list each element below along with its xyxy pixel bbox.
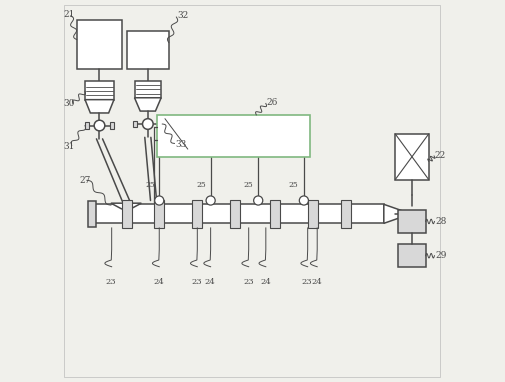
Bar [398, 210, 426, 233]
Text: 29: 29 [435, 251, 446, 260]
Text: 23: 23 [106, 278, 117, 286]
Polygon shape [134, 98, 161, 111]
Bar [133, 121, 137, 127]
Bar [159, 121, 162, 127]
Text: 28: 28 [435, 217, 446, 226]
Polygon shape [85, 100, 114, 113]
Bar [122, 200, 132, 228]
Bar [77, 20, 122, 69]
Circle shape [94, 120, 105, 131]
Text: 32: 32 [177, 11, 188, 20]
Bar [85, 81, 114, 100]
Bar [395, 134, 429, 180]
Text: 24: 24 [312, 278, 322, 286]
Circle shape [206, 196, 215, 205]
Text: 27: 27 [79, 176, 91, 185]
Text: 21: 21 [63, 10, 75, 19]
Text: 25: 25 [146, 181, 156, 189]
Text: 25: 25 [243, 181, 253, 189]
Circle shape [299, 196, 309, 205]
Bar [230, 200, 240, 228]
Bar [270, 200, 280, 228]
Text: 23: 23 [191, 278, 202, 286]
Bar [192, 200, 203, 228]
Bar [110, 123, 114, 129]
Text: 24: 24 [260, 278, 271, 286]
Bar [309, 200, 318, 228]
Circle shape [254, 196, 263, 205]
Polygon shape [111, 203, 141, 209]
Bar [158, 115, 310, 157]
Text: 22: 22 [435, 152, 446, 160]
Bar [94, 204, 384, 223]
Bar [398, 244, 426, 267]
Bar [341, 200, 350, 228]
Text: 26: 26 [267, 98, 278, 107]
Text: 24: 24 [154, 278, 164, 286]
Circle shape [142, 119, 153, 129]
Bar [134, 81, 161, 98]
Bar [127, 31, 169, 69]
Text: 25: 25 [288, 181, 298, 189]
Bar [85, 123, 89, 129]
Text: 30: 30 [63, 99, 75, 108]
Text: 23: 23 [243, 278, 254, 286]
Bar [155, 200, 164, 228]
Circle shape [155, 196, 164, 205]
Text: 25: 25 [196, 181, 207, 189]
Text: 33: 33 [175, 140, 186, 149]
Text: 24: 24 [205, 278, 216, 286]
Text: 31: 31 [63, 142, 75, 151]
Polygon shape [384, 204, 403, 223]
Text: 23: 23 [302, 278, 313, 286]
Bar [88, 201, 96, 227]
